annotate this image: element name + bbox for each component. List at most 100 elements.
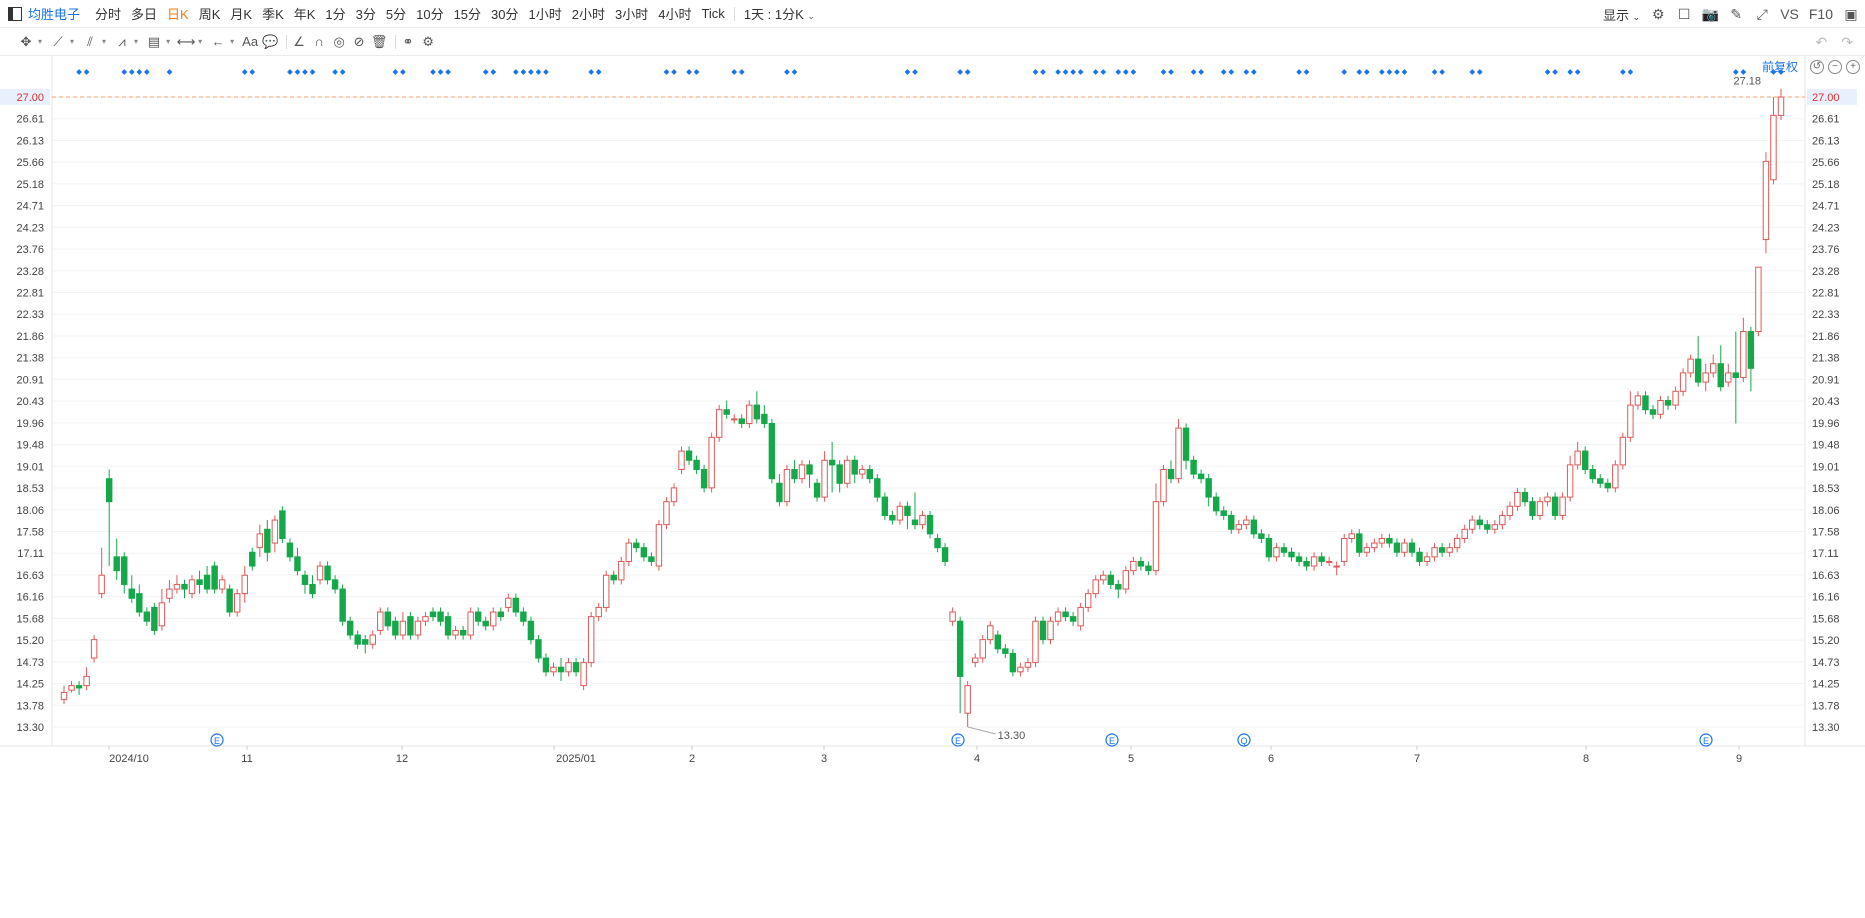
candle-body[interactable] [1017,666,1024,673]
candle-body[interactable] [821,459,828,498]
period-tab[interactable]: 3小时 [614,7,649,22]
candle-body[interactable] [467,611,474,636]
layout-square-icon[interactable]: ☐ [1677,5,1691,22]
candle-body[interactable] [151,606,158,631]
signal-marker[interactable] [430,69,436,75]
candle-body[interactable] [700,468,708,489]
candle-body[interactable] [1551,496,1559,516]
candle-body[interactable] [708,436,715,489]
candle-body[interactable] [1649,409,1657,415]
candle-body[interactable] [874,478,881,498]
candle-body[interactable] [1386,537,1393,544]
candle-body[interactable] [1333,565,1340,568]
candle-body[interactable] [1401,542,1408,553]
undo-icon[interactable]: ↶ [1815,34,1828,50]
period-tab[interactable]: 4小时 [658,7,692,22]
candle-body[interactable] [429,611,437,618]
signal-marker[interactable] [490,69,497,75]
signal-marker[interactable] [1732,69,1739,75]
candle-body[interactable] [926,514,934,535]
signal-marker[interactable] [520,69,527,75]
candle-body[interactable] [1288,551,1295,558]
candle-body[interactable] [233,593,241,613]
candle-body[interactable] [1137,560,1145,567]
candle-body[interactable] [136,593,143,613]
candle-body[interactable] [98,574,105,595]
signal-marker[interactable] [1439,69,1445,75]
candle-body[interactable] [1310,556,1318,567]
candle-body[interactable] [1499,514,1506,526]
candle-body[interactable] [249,551,256,567]
candle-body[interactable] [1672,390,1679,406]
candle-body[interactable] [1273,547,1280,558]
signal-marker[interactable] [392,69,399,75]
signal-marker[interactable] [693,69,700,75]
candle-body[interactable] [1009,652,1017,673]
candle-body[interactable] [188,579,196,595]
candlestick-chart[interactable]: 27.00 27.00 26.61 26.61 26.13 26.13 25.66 25.66… [0,56,1865,918]
signal-marker[interactable] [904,69,911,75]
candle-body[interactable] [1182,427,1190,461]
signal-marker[interactable] [1401,69,1408,75]
candle-body[interactable] [1152,501,1160,572]
candle-body[interactable] [1295,556,1303,562]
delete-icon[interactable]: 🗑 [370,33,388,49]
candle-body[interactable] [196,579,203,585]
signal-marker[interactable] [513,69,519,75]
candle-body[interactable] [68,685,75,691]
candle-body[interactable] [1747,331,1755,369]
candle-body[interactable] [1054,611,1062,622]
candle-body[interactable] [1145,565,1152,572]
candle-body[interactable] [1235,524,1243,530]
crosshair-move-icon[interactable]: ✥ [20,33,32,49]
candle-body[interactable] [1363,547,1371,553]
signal-marker[interactable] [166,69,173,75]
candle-body[interactable] [1529,501,1536,516]
range-select[interactable]: 1天 : 1分K ⌄ [743,7,815,22]
period-tab[interactable]: 月K [230,7,253,22]
event-marker-circle[interactable] [1105,733,1119,747]
candle-body[interactable] [1423,556,1431,562]
candle-body[interactable] [1612,464,1619,489]
candle-body[interactable] [949,611,956,622]
candle-body[interactable] [1597,478,1604,484]
signal-marker[interactable] [121,69,128,75]
candle-body[interactable] [678,450,685,470]
candle-body[interactable] [738,418,745,424]
candle-body[interactable] [279,510,286,539]
signal-marker[interactable] [791,69,798,75]
candle-body[interactable] [384,611,392,627]
candle-body[interactable] [1077,606,1084,627]
candle-body[interactable] [896,505,904,521]
candle-body[interactable] [956,620,964,677]
signal-marker[interactable] [738,69,745,75]
candle-body[interactable] [1581,450,1589,470]
candle-body[interactable] [286,542,294,558]
signal-marker[interactable] [482,69,489,75]
candle-body[interactable] [226,588,233,613]
signal-marker[interactable] [1115,69,1122,75]
period-tab[interactable]: 10分 [416,7,444,22]
candle-body[interactable] [128,588,135,599]
candle-body[interactable] [271,519,279,544]
signal-marker[interactable] [241,69,248,75]
candle-body[interactable] [1250,519,1258,535]
candle-body[interactable] [301,574,309,585]
candle-body[interactable] [143,611,151,622]
candle-body[interactable] [798,464,806,480]
candle-body[interactable] [761,413,768,424]
reset-icon[interactable]: ↺ [1810,60,1824,74]
signal-marker[interactable] [1303,69,1310,75]
candle-body[interactable] [1356,533,1363,553]
candle-body[interactable] [512,597,520,613]
candle-body[interactable] [1770,114,1777,181]
candle-body[interactable] [843,459,851,484]
candle-body[interactable] [1197,473,1205,480]
candle-body[interactable] [339,588,346,622]
candle-body[interactable] [602,574,610,608]
signal-marker[interactable] [144,69,150,75]
signal-marker[interactable] [302,69,308,75]
candle-body[interactable] [640,547,648,558]
signal-marker[interactable] [1070,69,1076,75]
signal-marker[interactable] [1431,69,1438,75]
